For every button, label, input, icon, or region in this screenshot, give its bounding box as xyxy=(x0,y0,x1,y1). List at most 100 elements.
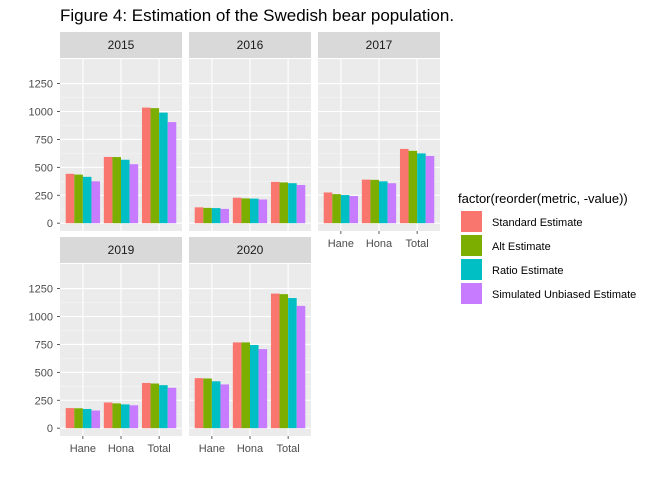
bar-2015-hona-2 xyxy=(112,157,121,224)
y-tick-label: 750 xyxy=(35,134,53,146)
bar-2017-hona-4 xyxy=(387,183,397,224)
facet-panel-2015: 2015 0 250 500 750 1000 1250 xyxy=(29,32,182,231)
bar-2016-hane-4 xyxy=(220,208,230,224)
y-tick-label: 500 xyxy=(35,367,53,379)
y-tick-label: 250 xyxy=(35,190,53,202)
bar-2016-total-3 xyxy=(288,183,297,224)
bar-2020-hane-1 xyxy=(194,378,204,429)
bar-2015-total-1 xyxy=(141,107,151,224)
bar-2020-hona-3 xyxy=(250,344,259,429)
bar-2017-total-4 xyxy=(425,155,435,224)
bar-2019-total-2 xyxy=(150,383,160,429)
bar-2017-hane-2 xyxy=(332,194,341,224)
y-tick-label: 0 xyxy=(47,218,53,230)
facet-panel-2019: 2019 0 250 500 750 1000 1250 Hane Hona Total xyxy=(29,237,182,455)
legend-key-3 xyxy=(461,259,482,280)
bar-2017-total-1 xyxy=(399,148,409,224)
bar-2019-total-4 xyxy=(167,387,177,429)
facet-panel-2017: 2017 Hane Hona Total xyxy=(318,32,440,250)
facet-strip xyxy=(60,237,182,263)
bar-2015-total-3 xyxy=(159,112,168,224)
bar-2019-hane-3 xyxy=(82,408,92,429)
bar-2015-hona-3 xyxy=(121,159,130,224)
bar-2020-total-1 xyxy=(270,293,280,429)
bar-2015-total-2 xyxy=(150,108,160,224)
bar-2017-total-3 xyxy=(417,153,426,224)
bar-2019-hane-4 xyxy=(91,410,101,429)
bar-2016-hona-1 xyxy=(232,197,242,224)
bar-2015-hane-4 xyxy=(91,181,101,224)
legend-label-2: Alt Estimate xyxy=(492,241,551,253)
bar-2017-total-2 xyxy=(408,150,418,224)
x-tick-label: Hona xyxy=(108,443,135,455)
bar-2019-hane-2 xyxy=(74,408,83,429)
bar-2015-hona-1 xyxy=(103,156,113,224)
bar-2015-total-4 xyxy=(167,122,177,224)
bar-2015-hane-3 xyxy=(82,176,92,224)
bar-2020-total-4 xyxy=(296,305,306,429)
y-tick-label: 750 xyxy=(35,339,53,351)
bar-2015-hona-4 xyxy=(129,164,139,224)
bar-2020-total-3 xyxy=(288,298,297,429)
bar-2016-total-1 xyxy=(270,181,280,224)
bar-2017-hona-2 xyxy=(370,179,379,224)
y-tick-label: 500 xyxy=(35,162,53,174)
bar-2020-hona-2 xyxy=(241,342,250,429)
bar-2015-hane-2 xyxy=(74,174,83,224)
x-tick-label: Hona xyxy=(366,238,393,250)
bar-2017-hane-3 xyxy=(340,195,350,224)
bar-2016-hane-2 xyxy=(203,207,212,224)
x-tick-label: Total xyxy=(406,238,429,250)
facet-strip xyxy=(318,32,440,58)
facet-panel-2016: 2016 xyxy=(189,32,311,231)
bar-2016-hona-4 xyxy=(258,199,268,224)
bar-2016-hane-1 xyxy=(194,207,204,224)
y-tick-label: 0 xyxy=(47,423,53,435)
y-tick-label: 1000 xyxy=(29,311,53,323)
bar-2019-total-1 xyxy=(141,382,151,429)
facet-strip-label: 2015 xyxy=(108,38,135,52)
bar-2019-hona-4 xyxy=(129,405,139,429)
bar-2016-hane-3 xyxy=(211,208,221,224)
x-tick-label: Hane xyxy=(199,443,225,455)
bar-2015-hane-1 xyxy=(65,173,75,224)
x-tick-label: Hane xyxy=(328,238,354,250)
bar-2016-hona-2 xyxy=(241,198,250,224)
facet-strip xyxy=(189,237,311,263)
y-tick-label: 1250 xyxy=(29,79,53,91)
legend-key-4 xyxy=(461,283,482,304)
bar-2016-total-2 xyxy=(279,182,289,224)
bar-2020-hane-4 xyxy=(220,384,230,429)
y-tick-label: 1250 xyxy=(29,284,53,296)
facet-panel-2020: 2020 Hane Hona Total xyxy=(189,237,311,455)
legend-title: factor(reorder(metric, -value)) xyxy=(458,191,628,206)
facet-strip-label: 2016 xyxy=(237,38,264,52)
bar-2020-hane-3 xyxy=(211,381,221,429)
x-tick-label: Total xyxy=(277,443,300,455)
bar-2019-hona-2 xyxy=(112,403,121,429)
chart-title: Figure 4: Estimation of the Swedish bear… xyxy=(60,6,455,25)
bar-2017-hane-1 xyxy=(323,192,333,224)
bar-2020-total-2 xyxy=(279,294,289,429)
x-tick-label: Hane xyxy=(70,443,96,455)
facet-strip-label: 2017 xyxy=(366,38,393,52)
y-tick-label: 250 xyxy=(35,395,53,407)
y-tick-label: 1000 xyxy=(29,106,53,118)
legend-label-3: Ratio Estimate xyxy=(492,265,564,277)
bar-2019-hona-3 xyxy=(121,404,130,429)
bar-2017-hane-4 xyxy=(349,196,359,224)
bar-2019-total-3 xyxy=(159,385,168,429)
legend-label-4: Simulated Unbiased Estimate xyxy=(492,289,636,301)
x-tick-label: Total xyxy=(148,443,171,455)
legend: factor(reorder(metric, -value)) Standard … xyxy=(458,191,636,304)
x-tick-label: Hona xyxy=(237,443,264,455)
facet-strip xyxy=(189,32,311,58)
facet-panels: 2015 0 250 500 750 1000 1250 2016 2017 Hane Hona To… xyxy=(29,32,440,455)
bar-2017-hona-3 xyxy=(379,181,388,224)
bar-2020-hane-2 xyxy=(203,378,212,429)
legend-key-1 xyxy=(461,211,482,232)
bar-2016-total-4 xyxy=(296,184,306,224)
facet-strip-label: 2019 xyxy=(108,243,135,257)
bar-2019-hane-1 xyxy=(65,408,75,429)
